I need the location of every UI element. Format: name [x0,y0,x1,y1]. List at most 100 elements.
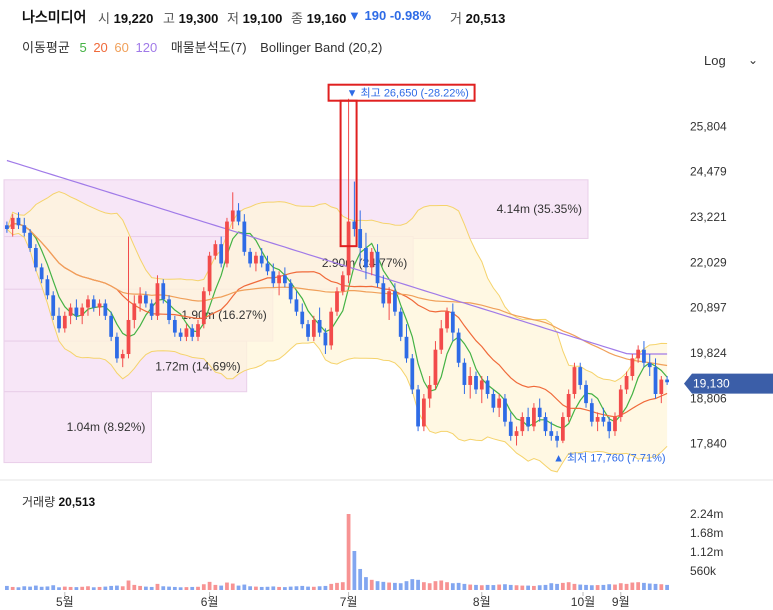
candle-body [601,417,606,422]
candle-body [618,389,623,418]
volume-bar [659,584,664,590]
volume-bar [62,586,67,590]
candle-body [317,319,322,333]
ma-label[interactable]: 이동평균 [22,40,70,55]
volume-bar [398,583,403,590]
candle-body [28,232,32,248]
volume-bar [10,586,15,590]
down-arrow-icon: ▼ [348,8,361,23]
candle-body [416,389,420,427]
candle-body [410,358,415,390]
candle-body [271,271,276,284]
y-tick-label: 20,897 [690,301,727,315]
volume-tick-label: 2.24m [690,507,723,521]
volume-bar [532,585,536,590]
ma5-label[interactable]: 5 [79,40,87,55]
candle-body [474,375,478,390]
candle-body [5,225,9,230]
bollinger-fill [6,191,668,472]
candle-body [207,255,212,292]
volume-bar [28,586,32,590]
volume-bar [387,582,392,590]
volume-bar [433,581,438,590]
candle-body [45,279,50,296]
max-highlight-box [327,83,476,102]
candle-body [126,319,131,355]
current-price-label: 19,130 [693,377,730,391]
volume-info: 거 20,513 [450,11,506,26]
volume-profile-label: 1.04m (8.92%) [67,420,146,434]
x-tick-label: 7월 [340,595,358,609]
candle-body [439,328,444,350]
candle-body [543,417,548,432]
candle-body [62,315,67,329]
x-tick-label: 9월 [612,595,630,609]
candle-body [647,362,652,368]
volume-bar [555,583,559,590]
candle-body [254,255,258,264]
volume-bar [468,584,473,590]
volume-bar [543,584,548,590]
candle-body [387,291,392,304]
candle-body [103,303,108,316]
volume-bar [537,585,542,590]
volume-bar [86,586,90,590]
candle-body [624,375,629,390]
candle-body [560,417,565,441]
ma60-label[interactable]: 60 [114,40,129,55]
scale-selector[interactable]: Log [704,53,726,68]
candle-body [630,358,635,376]
y-tick-label: 19,824 [690,346,727,360]
y-tick-label: 23,221 [690,210,727,224]
volume-tick-label: 1.68m [690,526,723,540]
volume-bar [601,584,606,590]
volume-bar [115,585,119,590]
candle-body [607,421,612,432]
candle-body [665,379,669,383]
candle-body [242,221,247,252]
volume-bar [138,585,142,590]
volume-profile-label: 1.72m (14.69%) [155,359,240,373]
candle-body [149,303,154,316]
ma120-line [6,159,668,355]
candle-body [306,324,310,337]
ma120-label[interactable]: 120 [135,40,158,55]
volume-bar [560,582,565,590]
candle-body [653,367,658,394]
volume-bar [381,581,386,590]
candle-body [445,311,449,329]
candle-body [584,384,588,404]
candle-body [300,311,305,325]
volume-bar [613,584,617,590]
volume-profile-label[interactable]: 매물분석도(7) [170,40,247,55]
volume-bar [265,586,270,590]
candle-body [138,295,142,304]
spike-highlight-box [339,99,358,248]
volume-panel-title: 거래량 20,513 [22,495,96,509]
candle-body [369,251,374,268]
volume-bar [132,584,137,590]
volume-bar [306,586,310,590]
volume-bar [16,587,21,590]
candle-body [161,283,166,300]
volume-tick-label: 560k [690,564,717,578]
volume-bar [45,586,50,590]
candle-body [595,417,600,422]
candle-body [155,283,160,316]
bollinger-label[interactable]: Bollinger Band (20,2) [260,40,383,55]
candle-body [213,244,218,256]
volume-bar [225,582,229,590]
candle-body [514,431,519,436]
ma20-label[interactable]: 20 [93,40,108,55]
candle-body [323,332,328,346]
volume-bar [479,585,484,590]
candle-body [86,299,90,308]
volume-bar [329,583,334,590]
x-tick-label: 8월 [473,595,491,609]
volume-bar [109,585,114,590]
candle-body [508,421,513,436]
candle-body [526,417,530,427]
volume-bar [91,587,96,590]
chevron-down-icon[interactable]: ⌄ [748,53,759,67]
volume-bar [230,583,235,590]
